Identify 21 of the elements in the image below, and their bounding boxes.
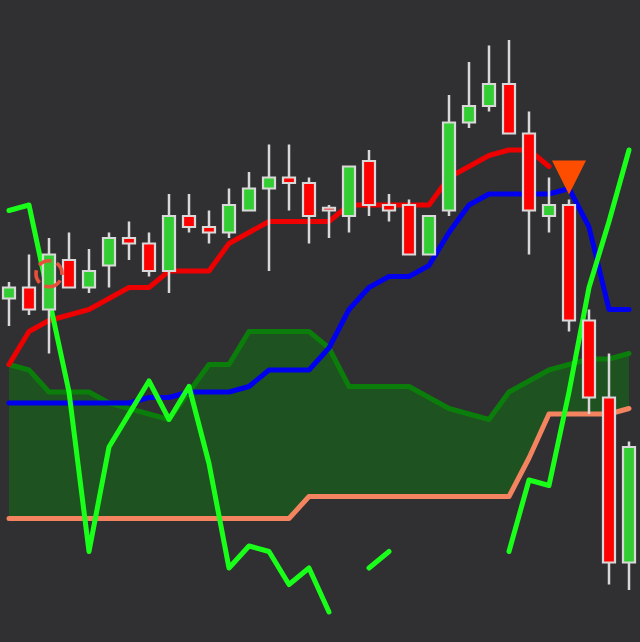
candlestick (181, 192, 197, 234)
candlestick (281, 143, 297, 212)
candlestick (61, 231, 77, 289)
candlestick (421, 214, 437, 256)
candlestick (101, 231, 117, 289)
candlestick (241, 170, 257, 212)
candlestick (261, 143, 277, 273)
candlestick (21, 253, 37, 317)
candlestick (201, 209, 217, 245)
candlestick (461, 60, 477, 130)
candlestick (541, 176, 557, 234)
candlestick (141, 231, 157, 278)
candlestick (481, 44, 497, 113)
candlestick (1, 280, 17, 328)
candlestick (121, 220, 137, 262)
candlestick (381, 192, 397, 223)
candlestick (301, 176, 317, 245)
candlestick (361, 148, 377, 218)
candlestick (321, 203, 337, 240)
candlestick (221, 187, 237, 240)
candlestick (81, 247, 97, 295)
